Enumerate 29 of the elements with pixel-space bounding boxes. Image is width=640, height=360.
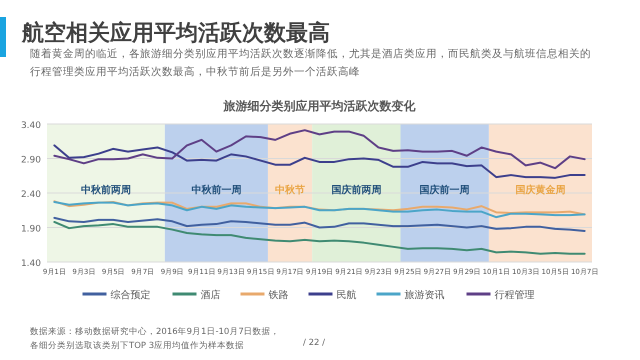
line-series <box>53 200 586 218</box>
text: 各细分类别选取该类别下TOP 3应用均值作为样本数据 <box>30 340 244 351</box>
line-series <box>53 200 586 216</box>
band-label: 国庆前一周 <box>420 184 470 196</box>
y-tick-label: 2.90 <box>20 156 42 166</box>
y-tick-label: 1.90 <box>20 224 42 234</box>
legend-label: 酒店 <box>200 289 220 301</box>
legend-label: 民航 <box>336 289 356 301</box>
line-series <box>53 220 586 255</box>
legend-label: 旅游资讯 <box>404 289 444 301</box>
band-label: 中秋前一周 <box>191 184 242 196</box>
y-tick-label: 2.40 <box>20 190 42 200</box>
chart-title: 航空相关应用平均活跃次数最高 <box>21 20 330 46</box>
line-series <box>53 216 586 232</box>
text: / 22 / <box>303 338 326 348</box>
line-series <box>53 129 586 170</box>
band-label: 国庆前两周 <box>331 184 382 196</box>
legend-label: 铁路 <box>268 289 288 301</box>
source-note: 数据来源：移动数据研究中心，2016年9月1日-10月7日数据， <box>30 326 280 337</box>
band-label: 中秋节 <box>275 184 306 196</box>
line-series <box>53 144 586 179</box>
y-tick-label: 1.40 <box>20 259 42 269</box>
band-label: 中秋前两周 <box>80 184 131 196</box>
y-tick-label: 3.40 <box>20 121 42 131</box>
legend-label: 行程管理 <box>494 290 534 301</box>
text: 旅游细分类别应用平均活跃次数变化 <box>222 99 416 113</box>
band-label: 国庆黄金周 <box>515 184 566 196</box>
chart-subtitle: 随着黄金周的临近，各旅游细分类别应用平均活跃次数逐渐降低，尤其是酒店类应用，而民航类及与航班信息相关的行程管理类应用平均活跃次数最高，中秋节前后是另外一个活跃高峰 <box>30 47 591 78</box>
legend-label: 综合预定 <box>110 289 150 301</box>
